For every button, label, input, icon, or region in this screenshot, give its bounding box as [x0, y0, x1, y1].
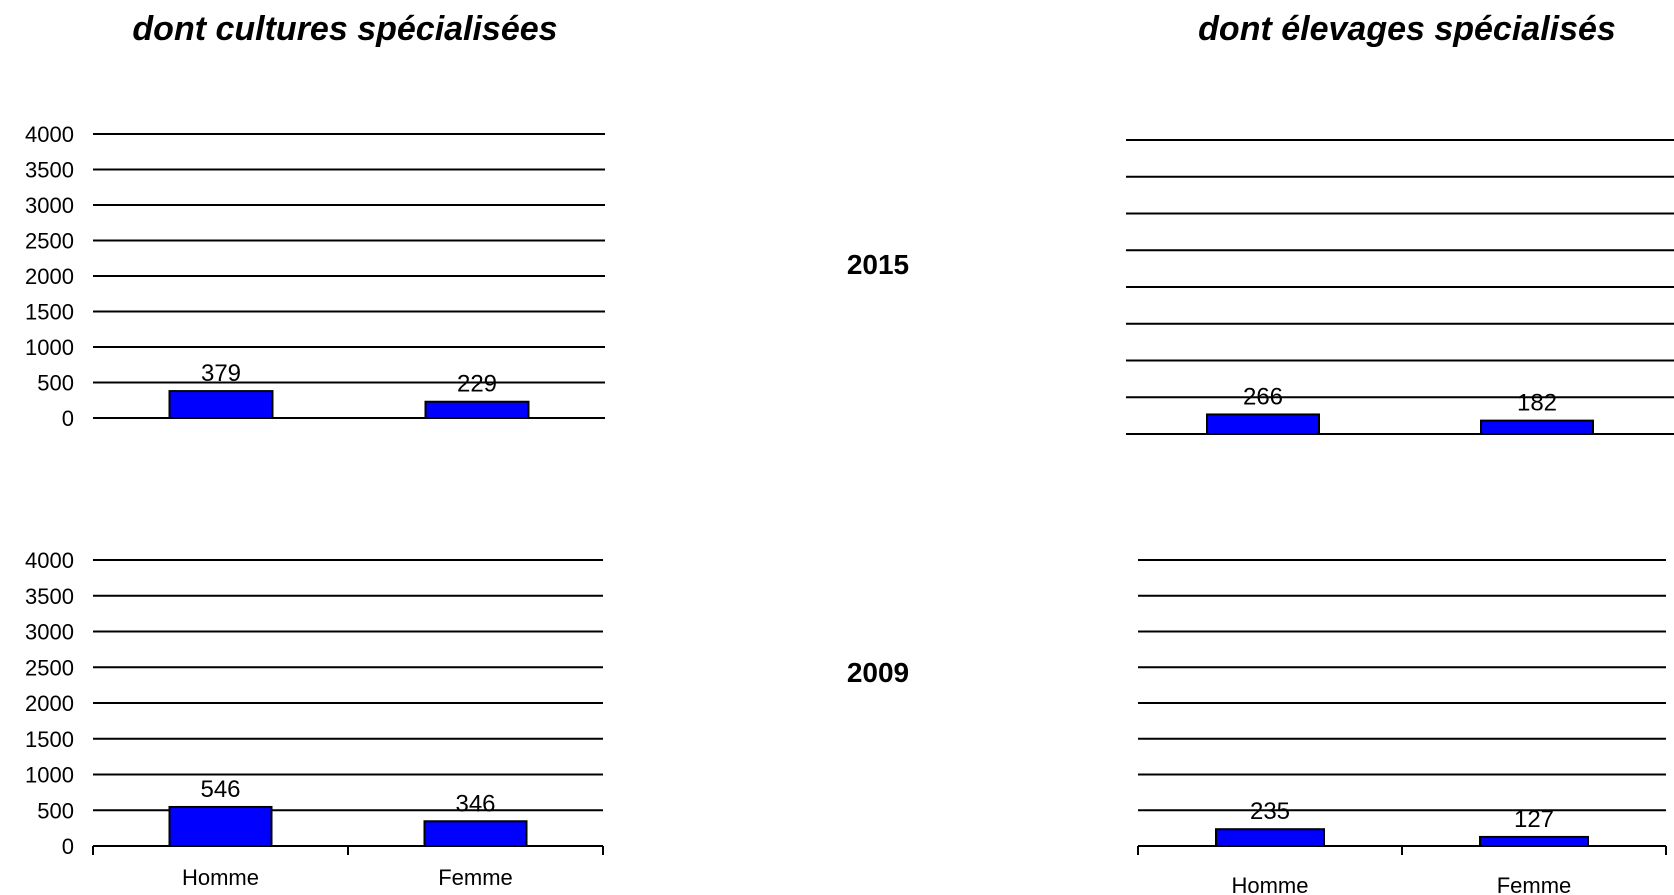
y-tick-label: 2500 — [25, 655, 74, 680]
bar-femme — [424, 400, 530, 419]
data-label: 182 — [1517, 390, 1557, 417]
bar-homme — [1215, 828, 1325, 848]
chart-elevages-2009: 235 Homme 127 Femme — [1137, 559, 1667, 895]
y-tick-label: 500 — [37, 371, 74, 396]
data-label: 235 — [1250, 798, 1290, 825]
bar-homme — [168, 390, 274, 420]
category-label: Femme — [1497, 873, 1572, 895]
y-tick-label: 3000 — [25, 193, 74, 218]
category-label: Homme — [182, 865, 259, 890]
y-tick-label: 3500 — [25, 158, 74, 183]
y-tick-label: 2000 — [25, 691, 74, 716]
y-tick-label: 0 — [62, 834, 74, 859]
chart-elevages-2015: 266 182 — [1126, 139, 1674, 436]
data-label: 229 — [457, 371, 497, 398]
data-label: 266 — [1243, 383, 1283, 410]
title-cultures: dont cultures spécialisées — [132, 10, 557, 48]
y-tick-label: 4000 — [25, 122, 74, 147]
y-tick-label: 1500 — [25, 727, 74, 752]
bar-homme — [1206, 413, 1320, 436]
data-label: 346 — [455, 790, 495, 817]
y-tick-label: 1000 — [25, 763, 74, 788]
bar-femme — [423, 820, 528, 847]
y-tick-label: 1000 — [25, 335, 74, 360]
title-elevages: dont élevages spécialisés — [1198, 10, 1616, 48]
y-tick-label: 3500 — [25, 584, 74, 609]
bar-femme — [1480, 419, 1594, 435]
chart-cultures-2009: 0 500 1000 1500 2000 2500 3000 3500 4000 546 Homme… — [25, 548, 604, 890]
category-label: Homme — [1231, 873, 1308, 895]
y-tick-label: 0 — [62, 406, 74, 431]
chart-cultures-2015: 0 500 1000 1500 2000 2500 3000 3500 4000 379 229 — [25, 122, 605, 431]
data-label: 127 — [1514, 806, 1554, 833]
data-label: 379 — [201, 360, 241, 387]
y-tick-label: 2500 — [25, 229, 74, 254]
bar-homme — [168, 805, 273, 847]
y-tick-label: 3000 — [25, 620, 74, 645]
y-tick-label: 1500 — [25, 300, 74, 325]
data-label: 546 — [200, 776, 240, 803]
year-label-2015: 2015 — [847, 249, 909, 280]
category-label: Femme — [438, 865, 513, 890]
year-label-2009: 2009 — [847, 657, 909, 688]
y-tick-label: 4000 — [25, 548, 74, 573]
bar-femme — [1479, 835, 1589, 847]
y-tick-label: 500 — [37, 798, 74, 823]
y-tick-label: 2000 — [25, 264, 74, 289]
